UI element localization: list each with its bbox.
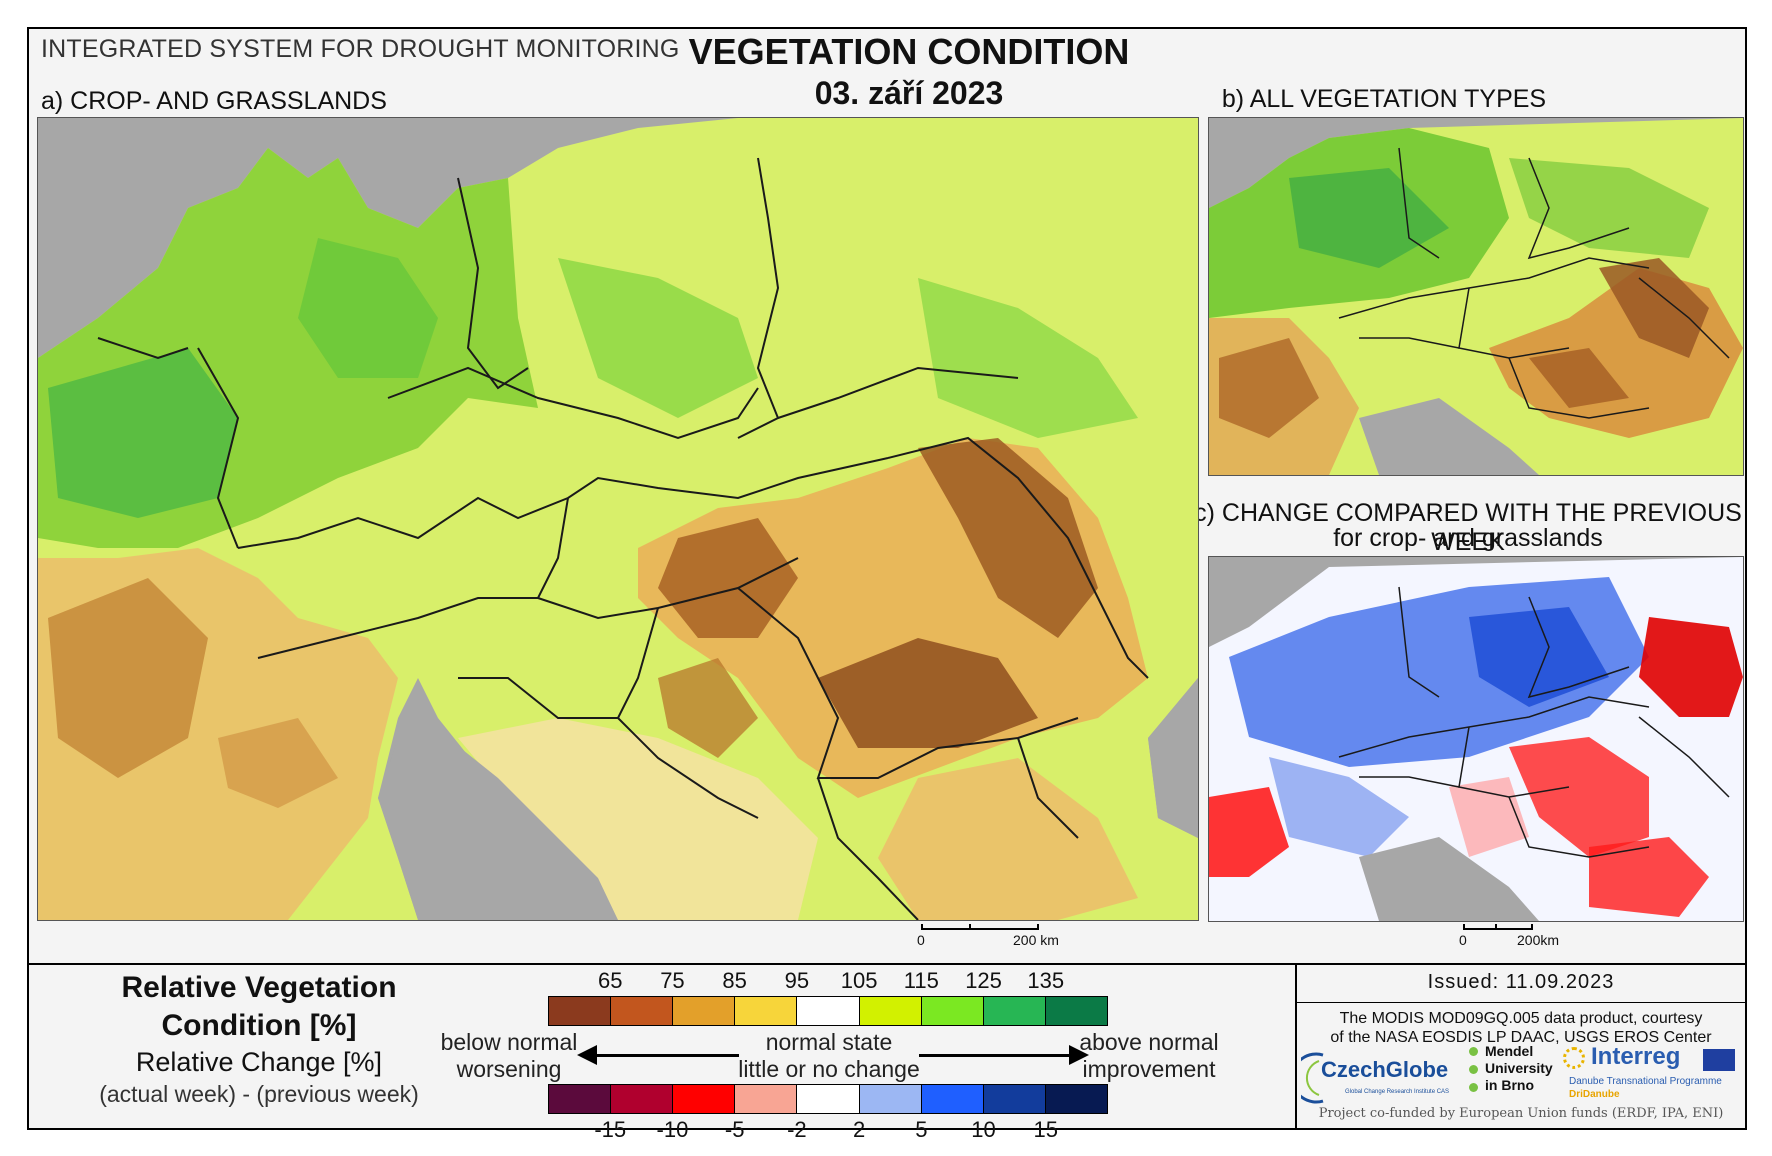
scalebar-a-zero: 0 [917, 932, 925, 948]
condition-title-line2: Condition [%] [161, 1009, 357, 1042]
data-credit: The MODIS MOD09GQ.005 data product, cour… [1297, 1009, 1745, 1047]
tick-label: -15 [594, 1117, 627, 1142]
change-swatch [549, 1085, 612, 1113]
mendel-line3: in Brno [1485, 1077, 1534, 1093]
condition-colorbar [548, 996, 1108, 1026]
change-swatch [859, 1085, 922, 1113]
mendel-line2: University [1485, 1060, 1553, 1076]
legend-below-normal: below normal worsening [429, 1029, 589, 1083]
legend-below-normal-line1: below normal [440, 1029, 578, 1055]
eu-flag-icon [1703, 1049, 1735, 1071]
legend-below-normal-line2: worsening [456, 1056, 562, 1082]
change-swatch [921, 1085, 984, 1113]
tick-label: 5 [915, 1117, 928, 1142]
mendel-line1: Mendel [1485, 1043, 1534, 1059]
legend-normal-line2: little or no change [738, 1056, 920, 1082]
change-swatch [983, 1085, 1046, 1113]
condition-swatch [797, 997, 860, 1025]
tick-label: 85 [722, 968, 747, 993]
panel-c-label: c) CHANGE COMPARED WITH THE PREVIOUS WEE… [1194, 499, 1742, 556]
change-swatch [1045, 1085, 1107, 1113]
panel-c-sublabel: for crop- and grasslands [1333, 524, 1603, 552]
left-arrow-head [577, 1045, 597, 1065]
scalebar-c-distance: 200km [1517, 932, 1560, 948]
mendel-dot-icon [1469, 1047, 1478, 1056]
scalebar-c: 0 200km [1459, 924, 1559, 948]
right-arrow-head [1069, 1045, 1089, 1065]
tick-label: -10 [656, 1117, 689, 1142]
legend-above-normal: above normal improvement [1069, 1029, 1229, 1083]
issue-date: 03. září 2023 [814, 75, 1004, 111]
change-swatch [735, 1085, 798, 1113]
interreg-logo: Interreg Danube Transnational Programme … [1563, 1043, 1741, 1103]
legend-normal: normal state little or no change [729, 1029, 929, 1083]
map-weekly-change [1208, 556, 1744, 922]
tick-label: 95 [784, 968, 810, 993]
tick-label: 2 [852, 1117, 866, 1142]
interreg-subtitle: Danube Transnational Programme [1569, 1076, 1722, 1087]
czechglobe-wordmark: CzechGlobe [1321, 1057, 1449, 1082]
mendel-dot-icon [1469, 1083, 1478, 1092]
tick-label: 135 [1027, 968, 1065, 993]
change-colorbar [548, 1084, 1108, 1114]
legend-vertical-divider [1295, 965, 1297, 1130]
legend-above-normal-line2: improvement [1082, 1056, 1216, 1082]
tick-label: 115 [903, 968, 939, 993]
interreg-project: DriDanube [1569, 1089, 1620, 1100]
right-arrow [919, 1054, 1069, 1057]
interreg-wordmark: Interreg [1591, 1043, 1681, 1070]
change-swatch [611, 1085, 674, 1113]
condition-swatch [549, 997, 612, 1025]
figure-frame: INTEGRATED SYSTEM FOR DROUGHT MONITORING… [27, 27, 1747, 1142]
condition-swatch [921, 997, 984, 1025]
panel-a-label: a) CROP- AND GRASSLANDS [41, 87, 387, 115]
tick-label: 15 [1033, 1117, 1058, 1142]
credit-line1: The MODIS MOD09GQ.005 data product, cour… [1339, 1010, 1703, 1027]
mendel-logo: Mendel University in Brno [1469, 1043, 1559, 1099]
change-legend-title: Relative Change [%] [135, 1047, 383, 1077]
page-title: VEGETATION CONDITION [688, 31, 1130, 72]
credit-line2: of the NASA EOSDIS LP DAAC, USGS EROS Ce… [1330, 1029, 1712, 1046]
tick-label: -5 [724, 1117, 745, 1142]
change-swatch [673, 1085, 736, 1113]
tick-label: 105 [840, 968, 878, 993]
condition-swatch [673, 997, 736, 1025]
tick-label: 10 [971, 1117, 996, 1142]
czechglobe-logo: CzechGlobe Global Change Research Instit… [1290, 1049, 1461, 1107]
system-name: INTEGRATED SYSTEM FOR DROUGHT MONITORING [41, 35, 680, 63]
mendel-dot-icon [1469, 1065, 1478, 1074]
legend-divider [29, 963, 1745, 965]
condition-swatch [735, 997, 798, 1025]
map-crop-grasslands [37, 117, 1199, 921]
funding-note: Project co-funded by European Union fund… [1318, 1106, 1724, 1121]
scalebar-a-distance: 200 km [1013, 932, 1059, 948]
issued-divider [1297, 1002, 1745, 1003]
condition-swatch [983, 997, 1046, 1025]
issued-date: Issued: 11.09.2023 [1427, 971, 1615, 993]
czechglobe-subtitle: Global Change Research Institute CAS [1345, 1089, 1450, 1095]
condition-swatch [611, 997, 674, 1025]
condition-swatch [859, 997, 922, 1025]
legend-above-normal-line1: above normal [1079, 1029, 1219, 1055]
left-arrow [589, 1054, 739, 1057]
condition-title-line1: Relative Vegetation [121, 971, 397, 1004]
tick-label: 125 [965, 968, 1002, 993]
map-all-vegetation [1208, 117, 1744, 476]
tick-label: -2 [787, 1117, 807, 1142]
interreg-swirl-icon [1563, 1047, 1585, 1069]
panel-b-label: b) ALL VEGETATION TYPES [1221, 85, 1547, 113]
condition-legend-title: Relative Vegetation Condition [%] [69, 969, 449, 1045]
change-legend-subtitle: (actual week) - (previous week) [99, 1081, 419, 1107]
change-swatch [797, 1085, 860, 1113]
scalebar-c-zero: 0 [1459, 932, 1467, 948]
legend-normal-line1: normal state [765, 1029, 893, 1055]
scalebar-a: 0 200 km [917, 924, 1059, 948]
tick-label: 75 [660, 968, 685, 993]
condition-swatch [1045, 997, 1107, 1025]
tick-label: 65 [597, 968, 623, 993]
